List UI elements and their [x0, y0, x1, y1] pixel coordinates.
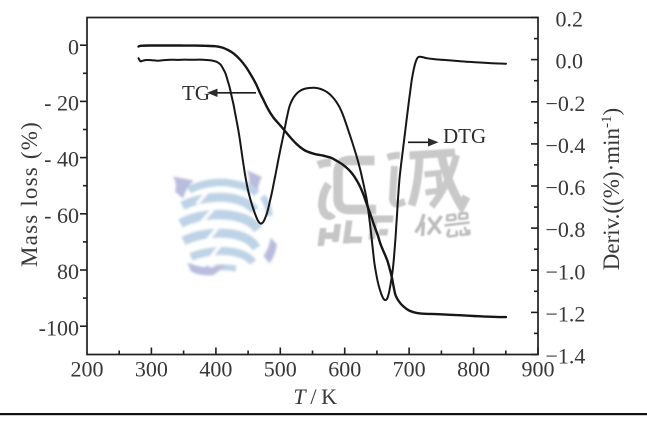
svg-text:700: 700 [393, 357, 426, 382]
svg-text:T / K: T / K [293, 384, 337, 409]
svg-text:0: 0 [68, 34, 79, 59]
svg-text:200: 200 [71, 357, 104, 382]
svg-text:−0.4: −0.4 [546, 133, 586, 158]
svg-text:0.2: 0.2 [556, 7, 584, 32]
svg-text:Mass loss (%): Mass loss (%) [17, 121, 42, 267]
svg-text:0.0: 0.0 [556, 49, 584, 74]
svg-text:800: 800 [457, 357, 490, 382]
svg-text:400: 400 [199, 357, 232, 382]
svg-text:80: 80 [57, 259, 79, 284]
svg-text:900: 900 [522, 357, 555, 382]
svg-text:−1.2: −1.2 [546, 302, 586, 327]
svg-text:−0.6: −0.6 [546, 175, 586, 200]
svg-text:DTG: DTG [443, 124, 486, 148]
svg-text:- 60: - 60 [44, 203, 79, 228]
svg-text:Deriv.((%)·min-1): Deriv.((%)·min-1) [599, 108, 624, 270]
svg-text:-100: -100 [39, 315, 79, 340]
svg-text:300: 300 [135, 357, 168, 382]
svg-text:- 20: - 20 [44, 91, 79, 116]
svg-text:−0.2: −0.2 [546, 91, 586, 116]
svg-text:−0.8: −0.8 [546, 217, 586, 242]
svg-text:600: 600 [328, 357, 361, 382]
svg-text:−1.4: −1.4 [546, 344, 586, 369]
svg-text:−1.0: −1.0 [546, 259, 586, 284]
svg-text:- 40: - 40 [44, 147, 79, 172]
svg-text:TG: TG [182, 81, 210, 105]
svg-text:500: 500 [264, 357, 297, 382]
